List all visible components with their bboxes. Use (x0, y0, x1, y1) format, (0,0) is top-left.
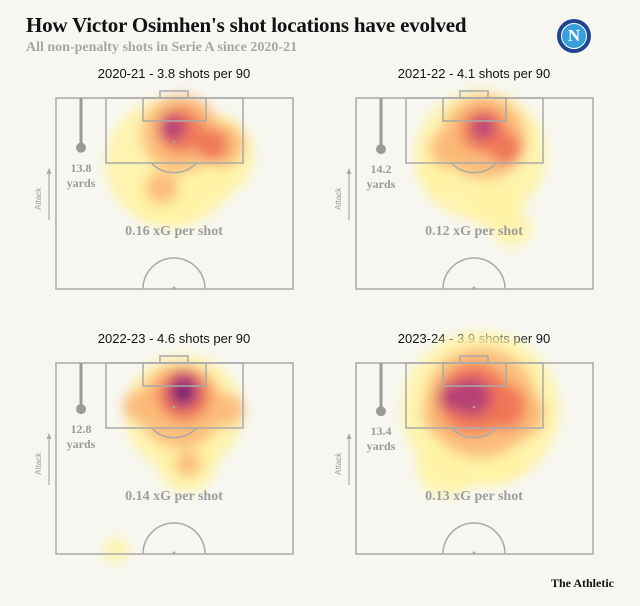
pitch (46, 90, 294, 290)
heatmap (414, 90, 547, 248)
penalty-arc (150, 162, 198, 174)
pitch (346, 90, 594, 290)
goal (459, 90, 489, 99)
avg-distance-unit: yards (66, 175, 96, 190)
xg-per-shot-label: 0.13 xG per shot (425, 489, 523, 504)
heat-cell (195, 128, 229, 161)
heatmap (105, 95, 255, 228)
avg-distance-unit: yards (366, 177, 396, 192)
heat-cell (489, 132, 523, 165)
attack-label: Attack (334, 452, 343, 475)
panel-title: 2022-23 - 4.6 shots per 90 (97, 331, 251, 346)
penalty-arc (450, 162, 498, 174)
avg-distance-unit: yards (366, 439, 396, 454)
avg-distance-label: 14.2 yards (361, 162, 401, 192)
chart-subtitle: All non-penalty shots in Serie A since 2… (26, 40, 298, 55)
napoli-logo: N (557, 19, 591, 53)
penalty-arc (450, 427, 498, 439)
heat-cell (492, 208, 532, 248)
avg-distance-label: 12.8 yards (61, 422, 101, 452)
avg-distance-value: 13.4 (370, 424, 392, 439)
attack-label: Attack (334, 187, 343, 210)
attack-arrowhead-icon (46, 168, 52, 174)
center-spot (472, 286, 476, 290)
heatmap (401, 332, 560, 497)
avg-distance-value: 12.8 (70, 422, 92, 437)
center-circle (142, 257, 206, 290)
heat-cell (174, 384, 192, 401)
chart-title: How Victor Osimhen's shot locations have… (26, 13, 467, 37)
avg-distance-unit: yards (66, 437, 96, 452)
xg-per-shot-label: 0.12 xG per shot (425, 224, 523, 239)
heat-cell (429, 128, 469, 168)
avg-distance-value: 13.8 (70, 160, 92, 175)
logo-letter: N (561, 23, 587, 49)
xg-per-shot-label: 0.14 xG per shot (125, 489, 223, 504)
center-circle (442, 257, 506, 290)
brand-logo: The Athletic (551, 576, 614, 590)
heat-cell (145, 171, 179, 205)
avg-distance-dot (76, 142, 86, 153)
heat-cell (211, 393, 245, 426)
center-spot (172, 286, 176, 290)
center-circle (442, 522, 506, 555)
penalty-arc (150, 427, 198, 439)
avg-distance-label: 13.4 yards (361, 424, 401, 454)
panel-title: 2021-22 - 4.1 shots per 90 (397, 66, 551, 81)
attack-label: Attack (34, 187, 43, 210)
shot-heatmap-panel: 13.4 yards Attack 0.13 xG per shot (334, 332, 594, 563)
center-spot (172, 551, 176, 555)
penalty-spot (472, 140, 476, 144)
center-spot (472, 551, 476, 555)
pitch (346, 332, 594, 555)
panel-title: 2020-21 - 3.8 shots per 90 (97, 66, 251, 81)
penalty-spot (172, 140, 176, 144)
penalty-spot (172, 405, 176, 409)
avg-distance-value: 14.2 (370, 162, 392, 177)
shot-heatmap-panel: 14.2 yards Attack 0.12 xG per shot (334, 90, 594, 298)
heat-cell (439, 383, 466, 410)
goal (159, 90, 189, 99)
xg-per-shot-label: 0.16 xG per shot (125, 224, 223, 239)
heat-cell (451, 377, 491, 417)
heat-cell (123, 390, 157, 423)
center-circle (142, 522, 206, 555)
goal (159, 355, 189, 364)
avg-distance-label: 13.8 yards (61, 161, 101, 191)
penalty-spot (472, 405, 476, 409)
pitch (46, 355, 294, 564)
heat-cell (102, 537, 130, 564)
heat-cell (479, 383, 526, 429)
attack-arrowhead-icon (46, 433, 52, 439)
heat-cell (174, 450, 202, 477)
avg-distance-dot (76, 404, 86, 415)
avg-distance-dot (376, 144, 386, 155)
shot-heatmap-panel: 13.8 yards Attack 0.16 xG per shot (34, 90, 294, 298)
heat-cell (471, 116, 495, 140)
goal (459, 355, 489, 364)
attack-arrowhead-icon (346, 433, 352, 439)
shot-heatmap-panel: 12.8 yards Attack 0.14 xG per shot (34, 355, 294, 564)
heat-cell (159, 114, 187, 141)
avg-distance-dot (376, 406, 386, 417)
attack-label: Attack (34, 452, 43, 475)
attack-arrowhead-icon (346, 168, 352, 174)
